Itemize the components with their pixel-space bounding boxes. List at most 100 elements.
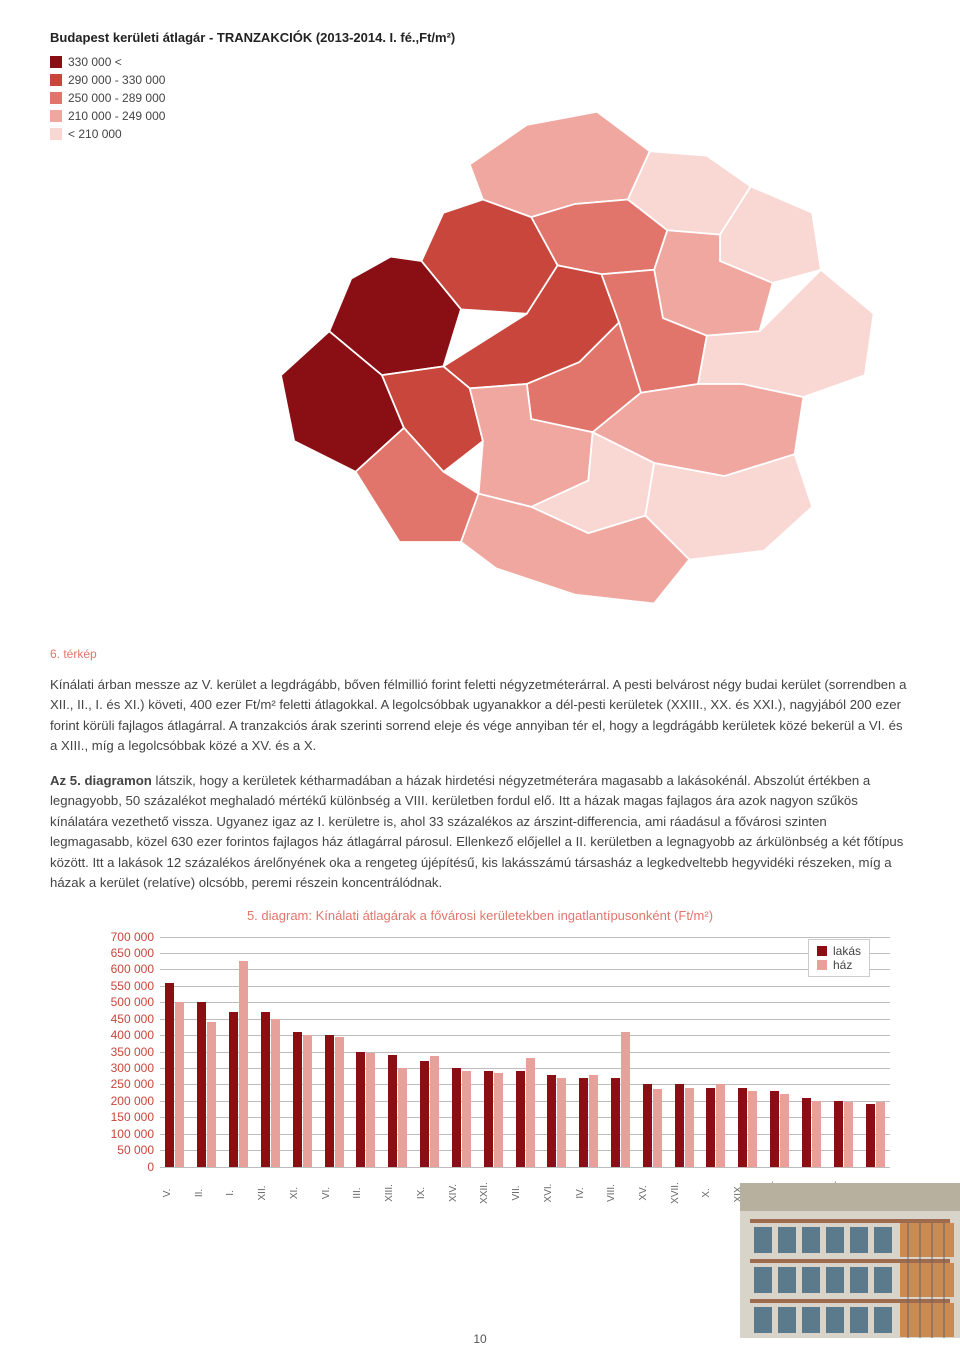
bar-lakas [356,1052,365,1167]
y-tick: 400 000 [90,1028,154,1042]
bar-lakas [834,1101,843,1167]
bar-haz [494,1073,503,1167]
bar-lakas [611,1078,620,1167]
bar-group [255,1012,285,1166]
bar-haz [748,1091,757,1167]
x-label: V. [162,1177,190,1209]
grid-line [160,1167,890,1168]
bar-group [860,1102,890,1166]
bar-haz [175,1002,184,1166]
bar-lakas [802,1098,811,1167]
bar-group [351,1052,381,1167]
legend-label: < 210 000 [68,125,122,143]
bar-chart: 700 000650 000600 000550 000500 000450 0… [50,937,910,1197]
y-tick: 50 000 [90,1143,154,1157]
bar-haz [844,1102,853,1166]
x-label: XIII. [384,1177,412,1209]
bar-lakas [706,1088,715,1167]
bar-group [606,1032,636,1167]
bar-lakas [547,1075,556,1167]
bar-group [510,1058,540,1166]
bar-haz [621,1032,630,1167]
bar-group [415,1056,445,1166]
bar-haz [589,1075,598,1167]
bar-lakas [770,1091,779,1167]
x-label: XII. [257,1177,285,1209]
y-tick: 700 000 [90,930,154,944]
x-label: XI. [289,1177,317,1209]
x-label: IV. [574,1177,602,1209]
bar-haz [812,1101,821,1167]
bar-group [446,1068,476,1167]
x-label: XV. [638,1177,666,1209]
bar-haz [271,1019,280,1167]
legend-label-lakas: lakás [833,944,861,958]
legend-label-haz: ház [833,958,852,972]
map-area [50,147,910,647]
bar-group [637,1084,667,1166]
bar-group [224,961,254,1166]
bar-haz [526,1058,535,1166]
y-axis: 700 000650 000600 000550 000500 000450 0… [90,937,154,1167]
bar-lakas [516,1071,525,1166]
bar-group [160,983,190,1167]
bar-haz [398,1068,407,1167]
y-tick: 200 000 [90,1094,154,1108]
map-title: Budapest kerületi átlagár - TRANZAKCIÓK … [50,30,910,45]
bar-lakas [293,1032,302,1167]
x-label: II. [194,1177,222,1209]
y-tick: 650 000 [90,946,154,960]
bar-haz [462,1071,471,1166]
bar-lakas [261,1012,270,1166]
y-tick: 500 000 [90,995,154,1009]
bar-haz [207,1022,216,1167]
x-label: X. [701,1177,729,1209]
bar-haz [335,1037,344,1167]
bar-group [669,1084,699,1166]
legend-label: 250 000 - 289 000 [68,89,165,107]
bar-group [478,1071,508,1166]
y-tick: 350 000 [90,1045,154,1059]
chart-title: 5. diagram: Kínálati átlagárak a főváros… [50,908,910,923]
y-tick: 550 000 [90,979,154,993]
bar-group [797,1098,827,1167]
legend-swatch [50,74,62,86]
chart-legend: lakás ház [808,939,870,977]
x-label: VI. [321,1177,349,1209]
bar-haz [303,1035,312,1166]
bar-lakas [675,1084,684,1166]
bar-lakas [325,1035,334,1166]
legend-label: 330 000 < [68,53,122,71]
x-label: XXII. [479,1177,507,1209]
bar-haz [239,961,248,1166]
building-photo [740,1183,960,1338]
bar-lakas [866,1104,875,1166]
x-label: IX. [416,1177,444,1209]
legend-swatch-haz [817,960,827,970]
bar-haz [716,1084,725,1166]
legend-swatch [50,110,62,122]
bar-haz [653,1089,662,1166]
legend-label: 290 000 - 330 000 [68,71,165,89]
bar-haz [876,1102,885,1166]
bar-haz [430,1056,439,1166]
bar-haz [780,1094,789,1166]
bar-lakas [420,1061,429,1166]
paragraph-2-lead: Az 5. diagramon [50,773,152,788]
bar-group [192,1002,222,1166]
legend-swatch [50,128,62,140]
y-tick: 100 000 [90,1127,154,1141]
district-map [180,67,900,657]
legend-swatch [50,92,62,104]
bar-lakas [579,1078,588,1167]
bar-group [733,1088,763,1167]
y-tick: 450 000 [90,1012,154,1026]
bar-lakas [388,1055,397,1167]
bar-lakas [197,1002,206,1166]
bar-lakas [643,1084,652,1166]
paragraph-2-rest: látszik, hogy a kerületek kétharmadában … [50,773,903,890]
legend-label: 210 000 - 249 000 [68,107,165,125]
x-label: VII. [511,1177,539,1209]
bar-group [542,1075,572,1167]
bar-haz [557,1078,566,1167]
